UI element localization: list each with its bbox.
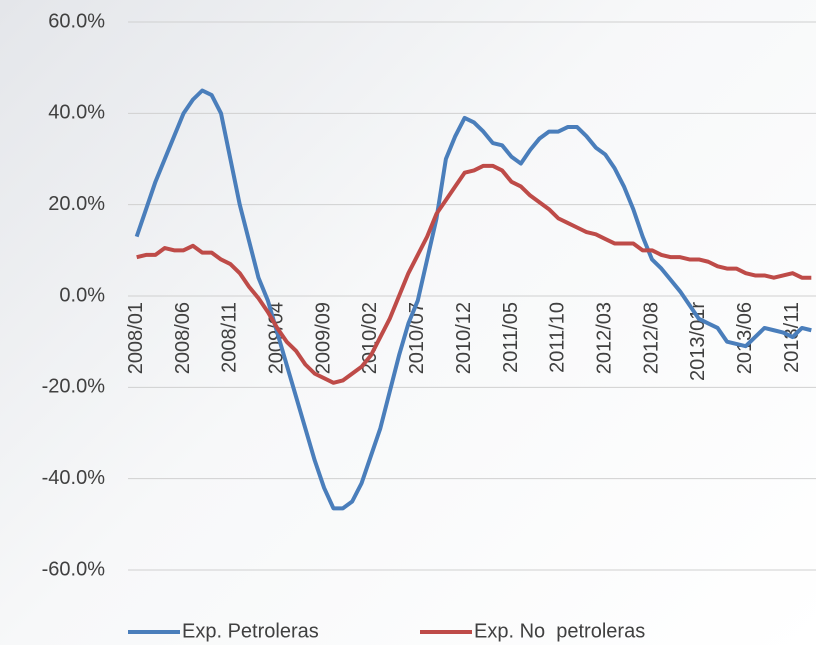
- x-tick-label: 2010/02: [359, 302, 381, 374]
- y-tick-label: 40.0%: [48, 102, 105, 124]
- x-tick-label: 2010/12: [453, 302, 475, 374]
- x-tick-label: 2008/01: [125, 302, 147, 374]
- legend-label: Exp. Petroleras: [182, 620, 319, 642]
- y-tick-label: -40.0%: [42, 467, 106, 489]
- x-tick-label: 2012/08: [640, 302, 662, 374]
- x-tick-label: 2012/03: [593, 302, 615, 374]
- y-tick-label: -60.0%: [42, 558, 106, 580]
- x-tick-label: 2008/06: [172, 302, 194, 374]
- x-tick-label: 2008/11: [219, 302, 241, 373]
- series-line: [136, 163, 812, 385]
- x-tick-label: 2013/06: [734, 302, 756, 374]
- x-tick-label: 2013/01r: [687, 302, 709, 381]
- legend-label: Exp. No petroleras: [474, 620, 645, 642]
- x-tick-label: 2009/09: [312, 302, 334, 374]
- y-tick-label: 20.0%: [48, 193, 105, 215]
- x-tick-label: 2011/10: [547, 302, 569, 373]
- y-tick-label: 0.0%: [59, 284, 105, 306]
- x-tick-label: 2010/07: [406, 302, 428, 374]
- series-line: [134, 88, 812, 511]
- y-tick-label: 60.0%: [48, 10, 105, 32]
- y-tick-label: -20.0%: [42, 376, 106, 398]
- x-tick-label: 2011/05: [500, 302, 522, 373]
